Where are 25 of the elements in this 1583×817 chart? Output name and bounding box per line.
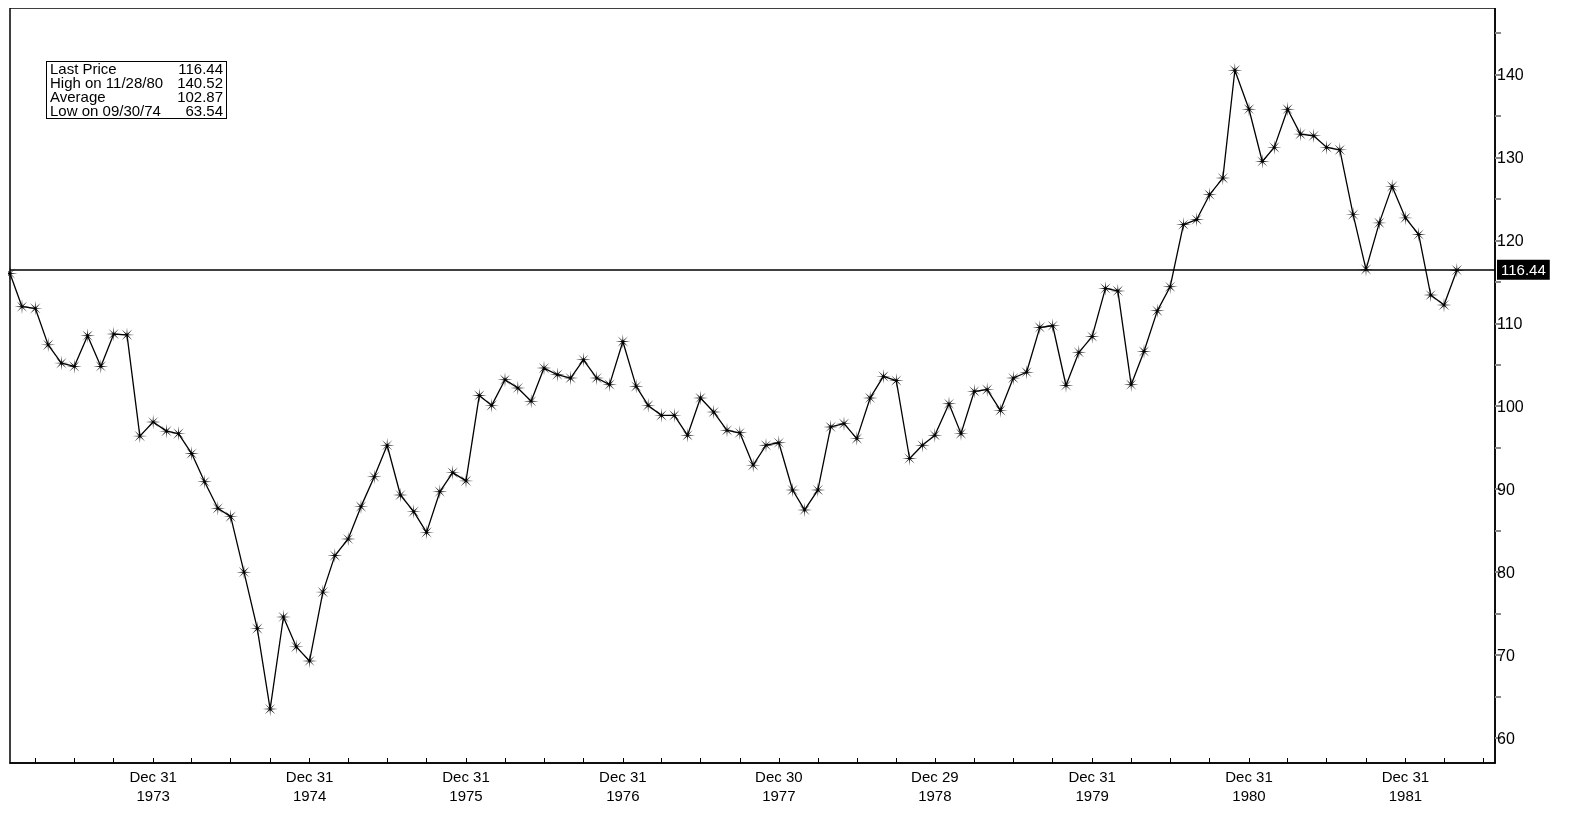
x-tick-label: Dec 29 1978 [911,768,959,804]
annotation: 63.54 [184,102,224,119]
x-tick-label: Dec 31 1976 [599,768,647,804]
y-tick-label: 70 [1497,646,1515,664]
annotation: 140.52 [177,74,224,91]
y-tick-label: 80 [1497,563,1515,581]
y-tick-label: 100 [1497,397,1524,415]
annotation: 116.44 [177,60,224,77]
y-tick-label: 60 [1497,729,1515,747]
y-tick-label: 90 [1497,480,1515,498]
x-tick-label: Dec 30 1977 [755,768,803,804]
x-tick-label: Dec 31 1974 [285,768,334,804]
x-tick-label: Dec 31 1975 [442,768,490,804]
x-tick-label: Dec 31 1979 [1068,768,1116,804]
y-tick-label: 120 [1497,231,1524,249]
x-tick-label: Dec 31 1981 [1381,768,1430,804]
annotation: Last Price [50,60,118,77]
x-tick-label: Dec 31 1973 [129,768,177,804]
y-tick-label: 130 [1497,148,1524,166]
y-tick-label: 110 [1497,314,1523,332]
ref-line-label: 116.44 [1501,261,1546,279]
annotation: High on 11/28/80 [50,74,164,91]
x-tick-label: Dec 31 1980 [1225,768,1273,804]
y-tick-label: 140 [1497,65,1524,83]
annotation: 102.87 [177,88,224,105]
